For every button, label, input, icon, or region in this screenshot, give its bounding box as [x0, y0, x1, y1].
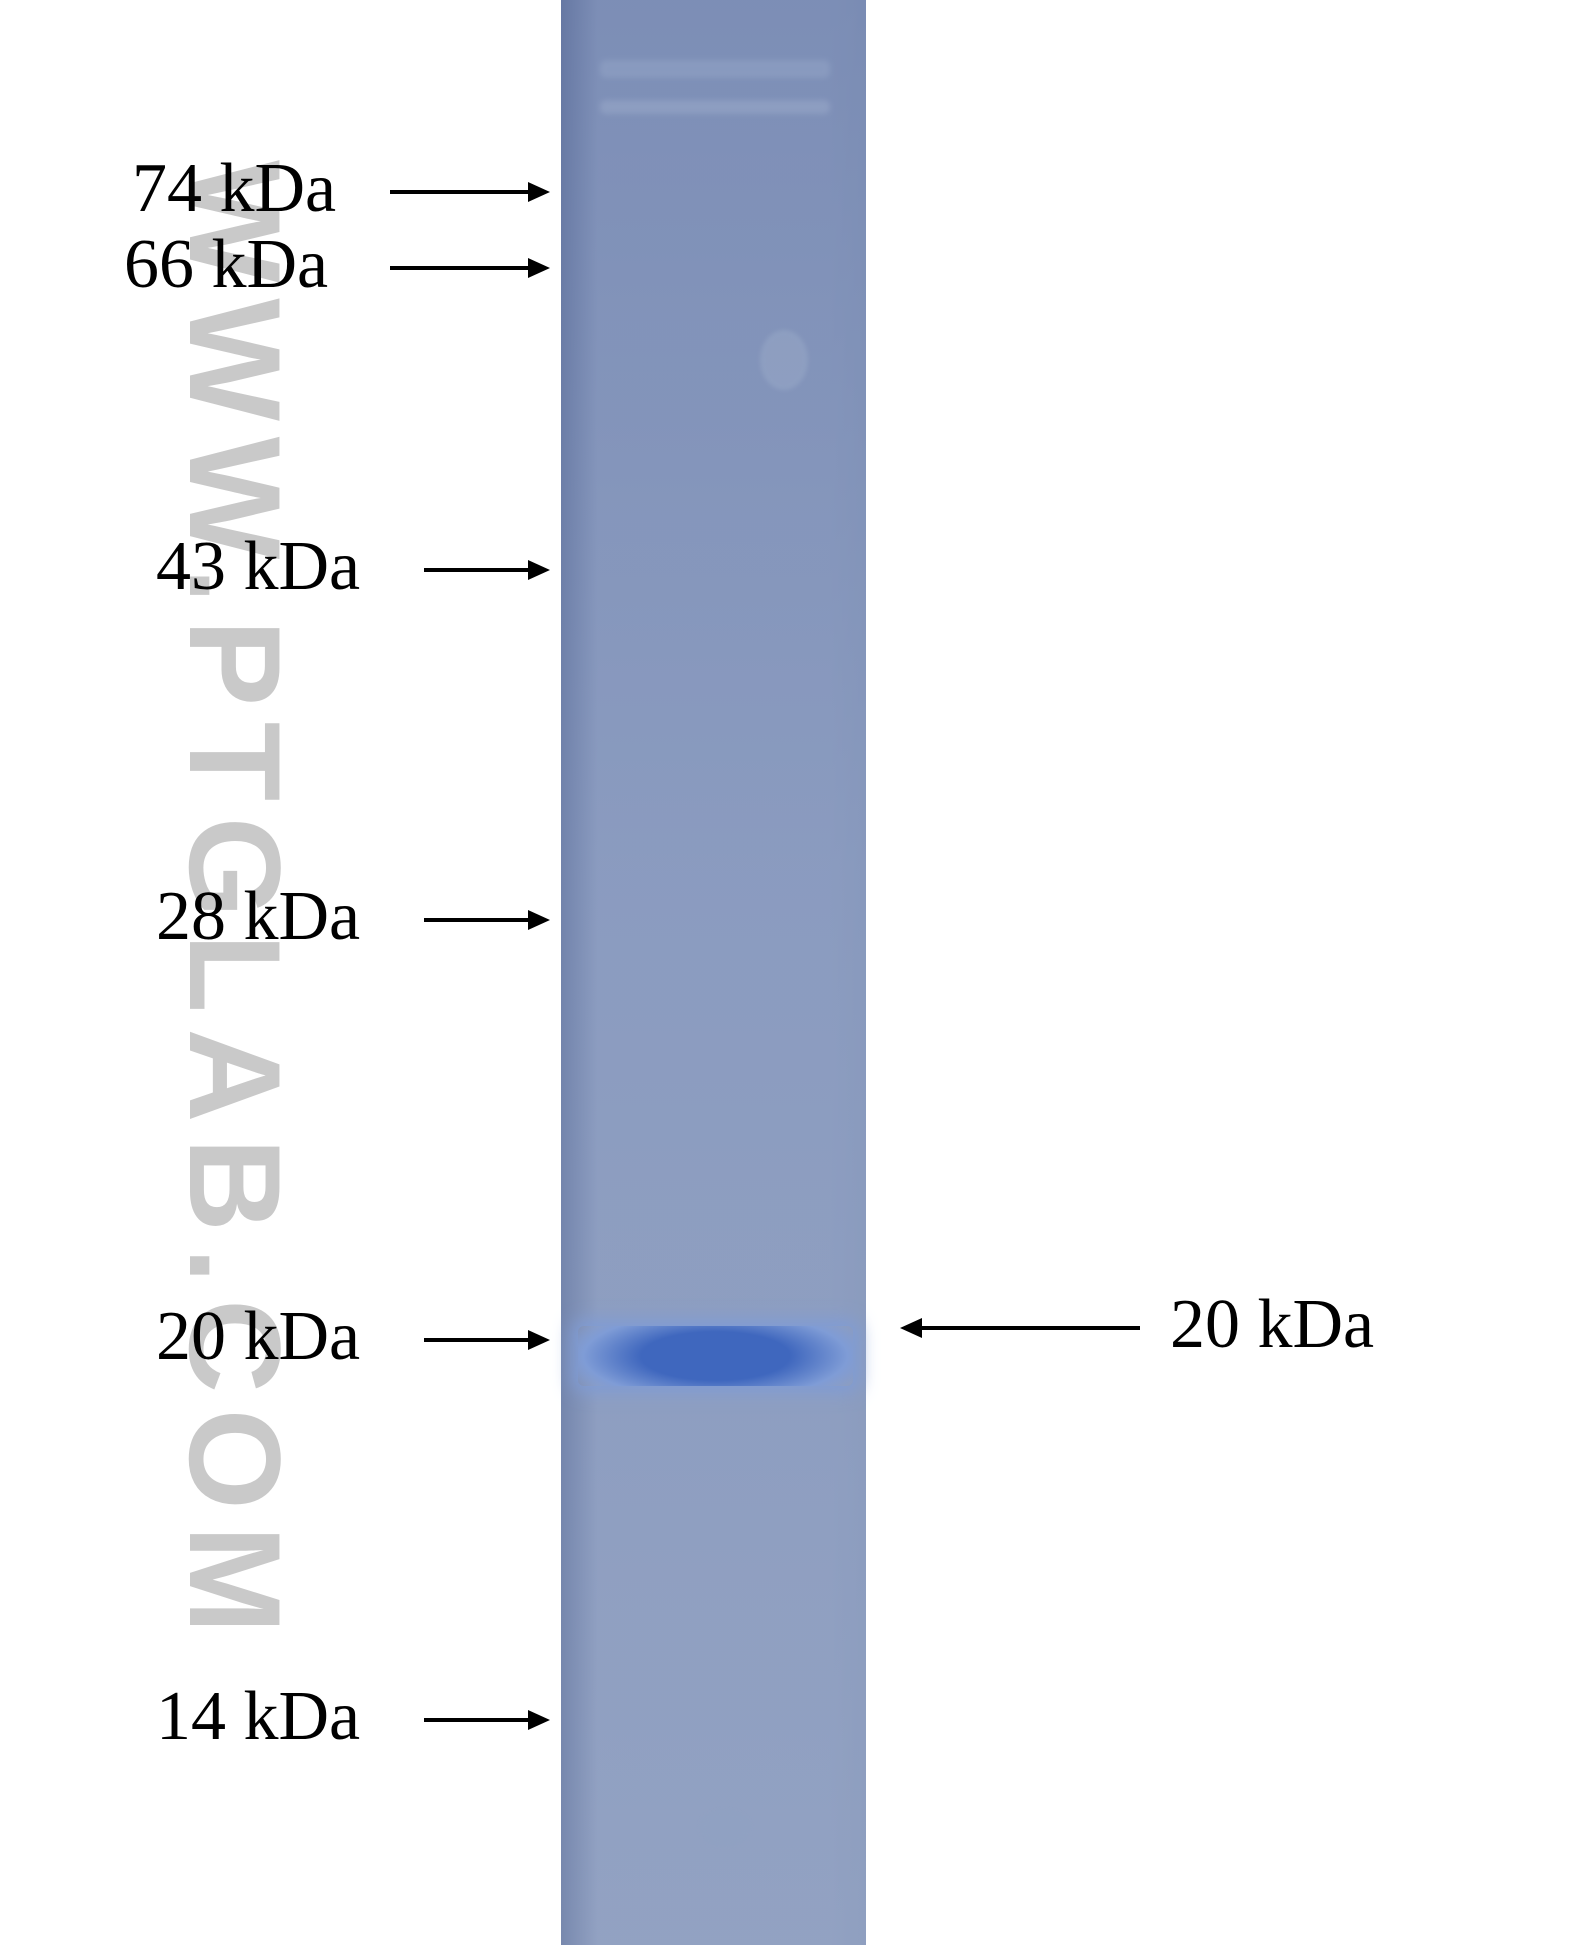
arrow-head — [528, 182, 550, 202]
gel-lane — [561, 0, 866, 1945]
gel-smudge-0 — [760, 330, 808, 390]
gel-smudge-1 — [700, 1810, 750, 1846]
faint-band-0 — [600, 60, 830, 78]
arrow-shaft — [424, 918, 528, 922]
arrow-shaft — [424, 568, 528, 572]
arrow-head — [528, 1710, 550, 1730]
mw-marker-label-left-1: 66 kDa — [124, 225, 328, 305]
arrow-head — [528, 910, 550, 930]
mw-marker-label-left-4: 20 kDa — [156, 1297, 360, 1377]
mw-marker-label-left-0: 74 kDa — [132, 149, 336, 229]
arrow-head — [528, 560, 550, 580]
arrow-head — [900, 1318, 922, 1338]
faint-band-1 — [600, 100, 830, 114]
mw-marker-label-left-5: 14 kDa — [156, 1677, 360, 1757]
gel-figure: { "figure": { "width_px": 1585, "height_… — [0, 0, 1585, 1945]
arrow-head — [528, 1330, 550, 1350]
arrow-shaft — [390, 266, 528, 270]
mw-marker-label-left-2: 43 kDa — [156, 527, 360, 607]
mw-marker-label-left-3: 28 kDa — [156, 877, 360, 957]
arrow-shaft — [424, 1338, 528, 1342]
arrow-shaft — [424, 1718, 528, 1722]
arrow-shaft — [390, 190, 528, 194]
arrow-head — [528, 258, 550, 278]
mw-marker-label-right-0: 20 kDa — [1170, 1285, 1374, 1365]
arrow-shaft — [922, 1326, 1140, 1330]
protein-band-20kda — [578, 1326, 853, 1386]
